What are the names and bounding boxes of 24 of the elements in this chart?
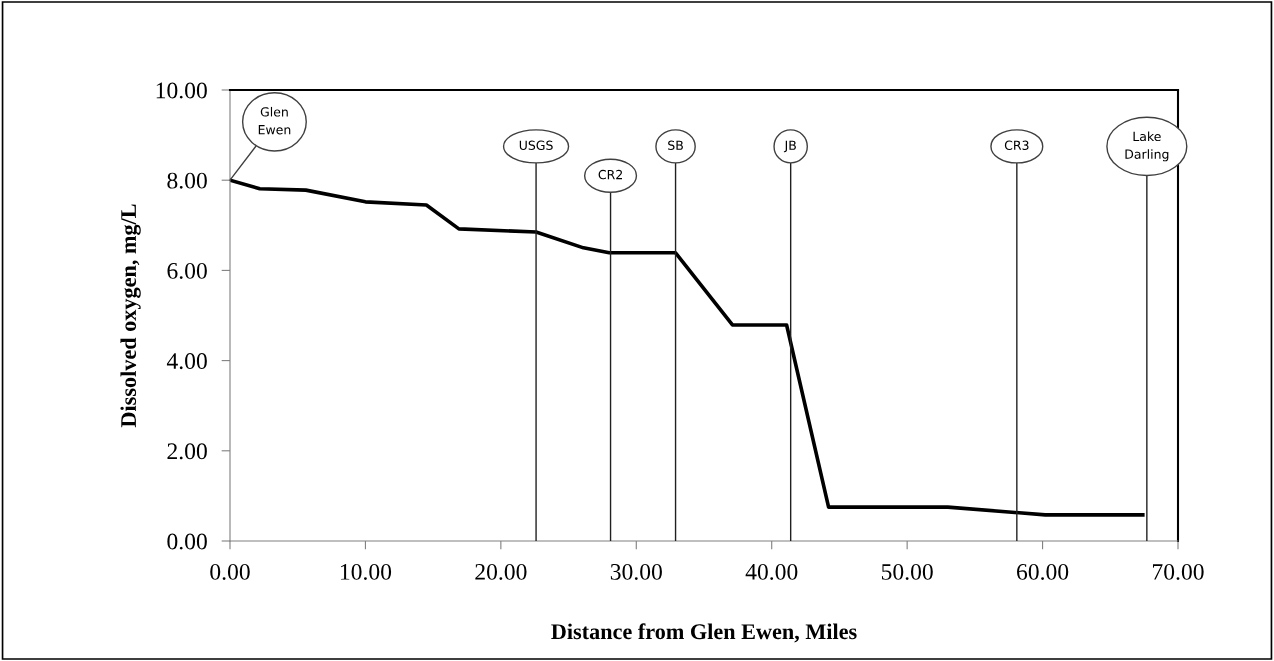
y-tick-label: 8.00 (167, 172, 207, 189)
line-series (230, 178, 1145, 517)
x-tick-label: 10.00 (340, 563, 392, 580)
x-axis-title: Distance from Glen Ewen, Miles (551, 623, 857, 643)
x-tick-label: 30.00 (610, 563, 662, 580)
x-tick-label: 20.00 (475, 563, 527, 580)
y-tick-label: 2.00 (167, 443, 207, 460)
ref-line-label: USGS (519, 140, 553, 150)
x-tick-label: 70.00 (1152, 563, 1204, 580)
y-axis-title: Dissolved oxygen, mg/L (120, 204, 141, 428)
y-tick-label: 0.00 (167, 533, 207, 550)
ref-line-label: SB (668, 140, 683, 150)
y-tick-label: 4.00 (166, 353, 207, 370)
y-tick-label: 10.00 (156, 82, 207, 99)
x-tick-label: 50.00 (881, 563, 933, 580)
ref-line-label: CR3 (1004, 140, 1029, 150)
ref-line-label: JB (783, 140, 796, 153)
x-tick-label: 0.00 (210, 563, 250, 580)
x-tick-label: 40.00 (745, 563, 798, 580)
ref-line-label: CR2 (598, 169, 622, 180)
annotation: Glen Ewen (258, 106, 291, 135)
ref-line-label: Lake Darling (1125, 131, 1169, 162)
x-tick-label: 60.00 (1017, 563, 1069, 580)
y-tick-label: 6.00 (167, 262, 207, 279)
